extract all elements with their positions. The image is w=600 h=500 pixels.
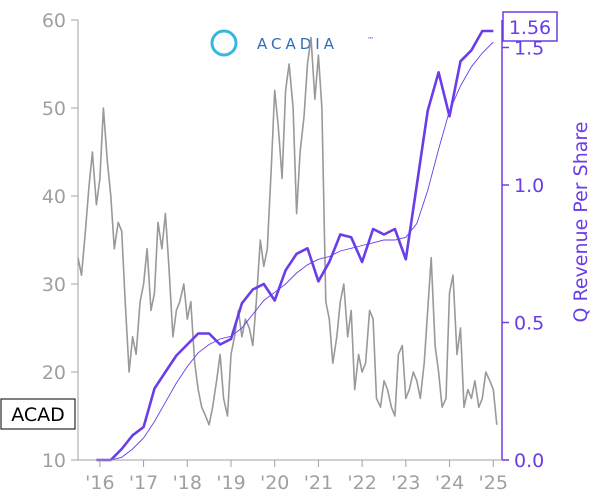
price-line [77,36,498,426]
acadia-logo: ACADIA ™ [210,29,374,57]
x-axis-tick-label: '19 [216,472,245,494]
y-axis-left-tick-label: 10 [42,450,66,472]
y-axis-right-tick-label: 0.5 [514,313,544,335]
y-axis-left-tick-label: 60 [42,10,66,32]
logo-circle-icon [210,29,238,57]
last-value-box [502,11,558,42]
x-axis-tick-label: '18 [173,472,202,494]
y-axis-left-tick-label: 50 [42,98,66,120]
x-axis-tick-label: '21 [304,472,333,494]
x-axis-tick-label: '22 [347,472,376,494]
logo-text: ACADIA [257,35,338,53]
axes: 10 20 30 40 50 60 0.0 0.5 1.0 1.5 '16 '17 '18 '19 '20 '… [42,10,544,494]
y-axis-right-tick-label: 0.0 [514,450,544,472]
y-axis-left-tick-label: 20 [42,362,66,384]
revenue-trend-line [110,41,494,461]
ticker-badge: ACAD [0,398,76,430]
y-axis-left-tick-label: 40 [42,186,66,208]
ticker-box [0,398,76,430]
last-value-label: 1.56 [509,17,551,39]
x-axis-tick-label: '23 [391,472,420,494]
last-value-badge: 1.56 [502,11,558,42]
ticker-label: ACAD [11,404,65,426]
x-axis-tick-label: '16 [85,472,114,494]
price-series [77,36,498,426]
y-axis-right-tick-label: 1.0 [514,175,544,197]
x-axis-tick-label: '17 [129,472,158,494]
revenue-series [96,29,494,462]
logo-trademark: ™ [367,36,374,44]
y-axis-right-label: Q Revenue Per Share [570,122,592,323]
x-axis-tick-label: '25 [479,472,508,494]
y-axis-right-tick-label: 1.5 [514,38,544,60]
x-axis-tick-label: '20 [260,472,289,494]
x-axis-tick-label: '24 [435,472,464,494]
revenue-line [96,29,494,462]
y-axis-left-tick-label: 30 [42,274,66,296]
